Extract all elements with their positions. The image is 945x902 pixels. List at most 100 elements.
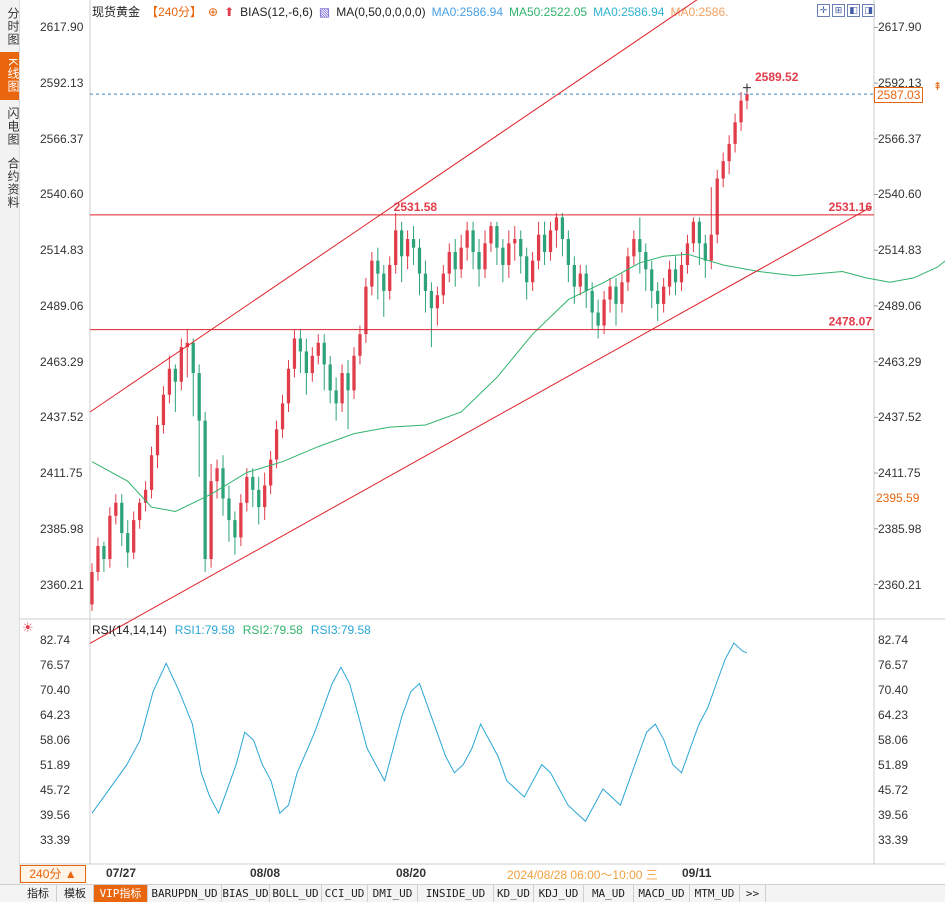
candle-body	[149, 455, 154, 490]
candle-body	[459, 247, 463, 270]
candle-body	[370, 260, 374, 287]
candle-body	[560, 217, 565, 240]
rsi-header: RSI(14,14,14) RSI1:79.58 RSI2:79.58 RSI3:79…	[92, 623, 379, 637]
rsi-settings-icon[interactable]: ☀	[22, 620, 34, 635]
candle-body	[477, 252, 481, 270]
price-axis-right-label: 2360.21	[878, 577, 922, 592]
bias-label[interactable]: BIAS(12,-6,6)	[240, 5, 313, 19]
candle-body	[251, 476, 255, 490]
candle-body	[143, 489, 148, 503]
candle-body	[542, 234, 547, 252]
candle-body	[661, 286, 666, 304]
candle-body	[548, 230, 553, 252]
candle-body	[90, 572, 94, 605]
prev-icon[interactable]: ◧	[847, 4, 860, 17]
candle-body	[96, 546, 100, 572]
price-axis-right-label: 2514.83	[878, 243, 922, 258]
candle-body	[173, 368, 178, 382]
indicator-tab[interactable]: BIAS_UD	[222, 885, 270, 902]
indicator-tab[interactable]: >>	[740, 885, 766, 902]
candle-body	[673, 269, 678, 283]
candle-body	[453, 252, 457, 270]
rsi-axis-left-label: 70.40	[40, 683, 71, 697]
indicator-tab[interactable]: MACD_UD	[634, 885, 690, 902]
tab-time-share[interactable]: 分时图	[6, 6, 20, 46]
candle-body	[126, 533, 130, 553]
candle-body	[489, 226, 493, 244]
candle-body	[388, 264, 392, 291]
indicator-tab[interactable]: MTM_UD	[690, 885, 740, 902]
tab-kline[interactable]: K线图	[0, 52, 20, 100]
rsi-axis-left-label: 82.74	[40, 633, 71, 647]
zoom-icon[interactable]: ⊞	[832, 4, 845, 17]
indicator-tab[interactable]: BOLL_UD	[270, 885, 322, 902]
indicator-tab[interactable]: MA_UD	[584, 885, 634, 902]
chart-header: 现货黄金 【240分】 ⊕ ⬆ BIAS(12,-6,6) ▧ MA(0,50,0,0,0,…	[92, 3, 735, 19]
candle-body	[572, 264, 576, 287]
indicator-arrow-icon: ⬆	[224, 5, 235, 19]
channel-lower-line	[89, 206, 873, 644]
price-axis-right-label: 2411.75	[878, 466, 921, 481]
ma-value-3: MA0:2586.94	[593, 5, 665, 19]
instrument-title: 现货黄金	[92, 5, 141, 19]
candle-body	[382, 273, 386, 291]
candle-body	[525, 256, 529, 283]
date-label-3: 08/20	[396, 866, 427, 880]
candle-body	[191, 342, 195, 374]
price-axis-left-label: 2566.37	[40, 131, 84, 146]
candle-body	[703, 243, 707, 261]
rsi3-value: RSI3:79.58	[310, 623, 371, 637]
candle-body	[233, 520, 237, 538]
candle-body	[465, 230, 469, 248]
candle-body	[507, 243, 511, 265]
indicator-tab[interactable]: 指标	[20, 885, 57, 902]
candle-body	[358, 334, 362, 356]
date-label-4: 09/11	[682, 866, 712, 880]
indicator-tab[interactable]: KD_UD	[494, 885, 534, 902]
settings-icon[interactable]: ⊕	[208, 5, 219, 19]
period-label[interactable]: 【240分】	[146, 5, 203, 19]
candle-body	[423, 273, 428, 291]
indicator-tab[interactable]: DMI_UD	[368, 885, 418, 902]
rsi-title[interactable]: RSI(14,14,14)	[92, 623, 167, 637]
rsi-axis-left-label: 45.72	[40, 783, 71, 798]
crosshair-icon[interactable]: ✛	[817, 4, 830, 17]
rsi-axis-left-label: 51.89	[40, 758, 71, 773]
candle-body	[620, 282, 624, 304]
candle-body	[185, 342, 189, 348]
indicator-tab[interactable]: CCI_UD	[322, 885, 368, 902]
indicator-tab[interactable]: INSIDE_UD	[418, 885, 494, 902]
candle-body	[120, 502, 124, 534]
candle-body	[364, 286, 368, 335]
rsi-axis-left-label: 76.57	[40, 658, 71, 672]
candle-body	[596, 312, 600, 326]
resistance-annotation: 2531.16	[829, 200, 873, 214]
candle-body	[513, 239, 517, 244]
cursor-date-label: 2024/08/28 06:00～10:00 三	[507, 868, 658, 882]
candle-body	[268, 459, 273, 486]
tab-flash[interactable]: 闪电图	[6, 106, 20, 146]
price-axis-left-label: 2437.52	[40, 410, 84, 425]
price-axis-right-label: 2489.06	[878, 298, 922, 313]
indicator-tab[interactable]: 模板	[57, 885, 94, 902]
candle-body	[257, 489, 261, 508]
ma-params-label[interactable]: MA(0,50,0,0,0,0)	[336, 5, 426, 19]
price-axis-left-label: 2360.21	[40, 577, 84, 592]
price-axis-left-label: 2385.98	[40, 521, 84, 536]
rsi-axis-left-label: 58.06	[40, 733, 71, 748]
candle-body	[721, 161, 725, 179]
candle-body	[114, 502, 118, 516]
tab-contract-info[interactable]: 合约资料	[6, 157, 20, 209]
indicator-tab[interactable]: VIP指标	[94, 885, 148, 902]
support-annotation: 2478.07	[829, 315, 873, 329]
indicator-tab[interactable]: KDJ_UD	[534, 885, 584, 902]
period-tag[interactable]: 240分 ▲	[20, 865, 86, 883]
candle-body	[632, 239, 636, 257]
candle-body	[274, 429, 279, 460]
candle-body	[179, 347, 183, 382]
indicator-tab[interactable]: BARUPDN_UD	[148, 885, 222, 902]
candle-body	[656, 290, 660, 304]
candle-body	[566, 239, 571, 265]
candle-body	[215, 468, 219, 482]
